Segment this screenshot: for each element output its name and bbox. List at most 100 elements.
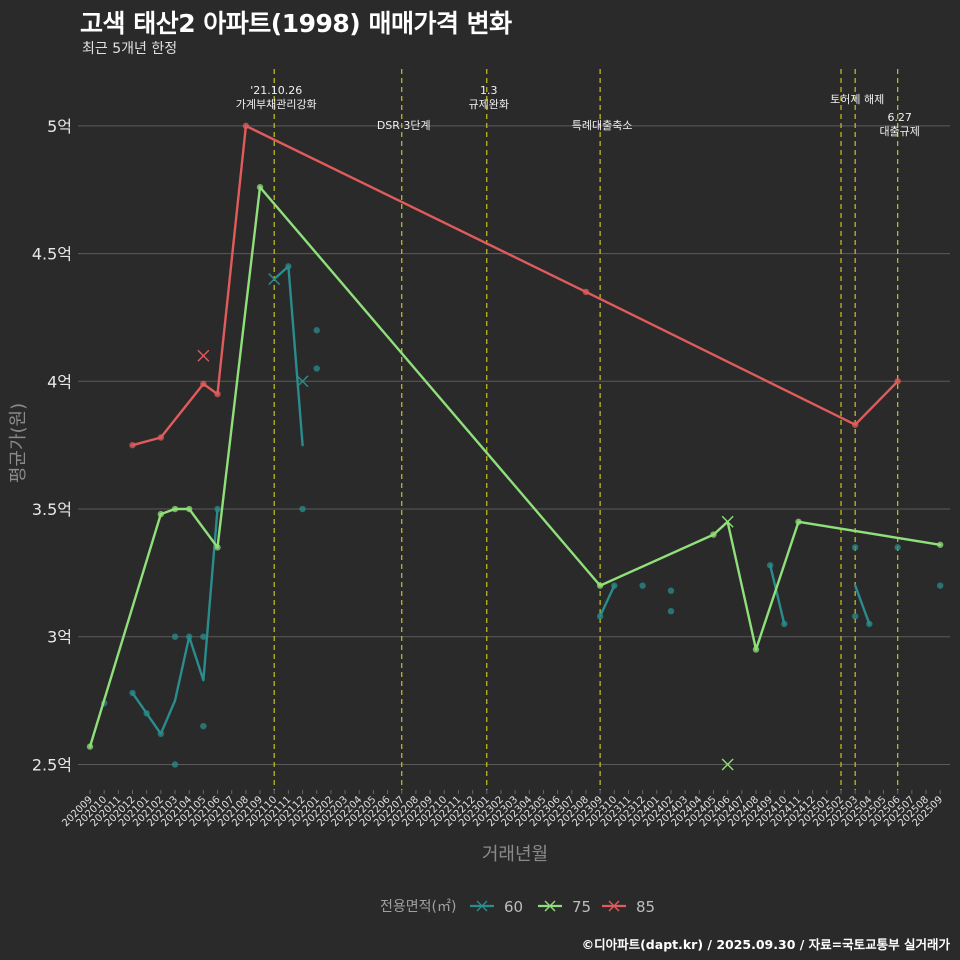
event-annotation: 가계부채관리강화 [236,98,317,111]
data-point-60 [866,620,873,628]
legend-label: 85 [636,898,655,916]
data-point-75 [710,531,717,538]
cross-stroke [721,758,734,771]
series-group [86,122,944,771]
event-annotation: 6.27 [887,111,912,124]
data-point-85 [894,378,901,385]
data-point-60 [185,633,193,640]
y-tick-label: 4억 [47,372,72,391]
data-point-85 [129,441,136,449]
data-point-60 [299,505,306,513]
data-point-85 [242,122,250,130]
cross-marker-85 [197,349,210,362]
y-tick-label: 5억 [47,117,72,136]
series-line-60 [598,584,616,618]
data-point-60 [214,505,221,513]
y-axis-ticks: 2.5억 3억 3.5억 4억 4.5억 5억 [32,117,72,775]
data-point-85 [582,288,590,296]
data-point-75 [752,646,760,653]
cross-stroke [268,273,281,286]
data-point-60 [313,365,320,372]
event-annotation: DSR 3단계 [377,119,431,132]
event-annotation: 1.3 [480,84,498,97]
series-line-60 [273,265,304,447]
series-60 [100,263,944,768]
data-point-60 [611,582,618,589]
data-point-60 [171,761,179,768]
data-point-75 [157,510,165,518]
data-point-60 [781,620,788,628]
legend-swatch-cross [476,900,488,912]
data-point-75 [596,582,604,589]
legend-title: 전용면적(㎡) [380,899,456,915]
y-tick-label: 3.5억 [32,500,72,519]
data-point-85 [214,390,221,398]
x-axis-title: 거래년월 [482,844,548,865]
event-annotation: 규제완화 [469,98,509,111]
data-point-75 [185,505,193,513]
data-point-60 [200,722,207,730]
data-point-60 [313,327,320,334]
series-line-60 [131,507,219,735]
series-line-60 [769,564,786,626]
data-point-60 [200,633,207,640]
data-point-85 [851,421,859,428]
legend-item-60: 60 [470,898,523,916]
data-point-60 [129,689,136,697]
data-point-85 [200,380,207,388]
event-annotation: 대출규제 [879,125,919,138]
event-annotation: '21.10.26 [250,84,302,97]
data-point-60 [596,613,604,620]
data-point-75 [795,518,802,525]
data-point-75 [214,544,221,551]
cross-marker-60 [296,375,309,388]
data-point-60 [766,562,774,569]
cross-marker-75 [721,515,734,528]
x-axis-ticks: 2020092020102020112020122021012021022021… [60,790,945,829]
data-point-75 [86,743,94,750]
data-point-60 [667,607,675,615]
source-caption: ©디아파트(dapt.kr) / 2025.09.30 / 자료=국토교통부 실… [581,937,950,952]
data-point-60 [285,263,292,270]
series-line-75 [88,186,942,748]
series-85 [129,122,901,449]
y-axis-title: 평균가(원) [8,403,29,483]
legend-swatch-cross [608,900,620,912]
cross-marker-60 [268,273,281,286]
data-point-60 [894,544,901,551]
data-point-60 [667,587,675,594]
legend-item-75: 75 [538,898,591,916]
series-line-60 [854,584,871,626]
y-tick-label: 3억 [47,628,72,647]
chart-title: 고색 태산2 아파트(1998) 매매가격 변화 [80,9,512,38]
data-point-75 [171,505,179,513]
cross-marker-75 [721,758,734,771]
cross-stroke [197,349,210,362]
legend-swatch-cross [544,900,556,912]
data-point-60 [157,730,165,738]
data-point-75 [937,541,944,548]
series-line-85 [131,124,899,447]
data-point-60 [143,710,150,717]
chart-subtitle: 최근 5개년 한정 [82,41,178,57]
legend-item-85: 85 [602,898,655,916]
legend-label: 75 [572,898,591,916]
cross-stroke [721,515,734,528]
data-point-85 [157,434,165,441]
data-point-60 [639,582,646,589]
legend: 전용면적(㎡) 60 75 85 [380,898,655,916]
data-point-60 [851,544,859,551]
data-point-60 [937,582,944,589]
data-point-75 [256,183,264,191]
cross-stroke [296,375,309,388]
event-annotation: 특례대출축소 [572,119,633,132]
series-75 [86,183,944,771]
y-tick-label: 2.5억 [32,755,72,774]
grid-lines [78,125,950,765]
legend-label: 60 [504,898,523,916]
data-point-60 [851,613,859,620]
y-tick-label: 4.5억 [32,245,72,264]
event-annotation: 토허제 해제 [830,92,884,106]
